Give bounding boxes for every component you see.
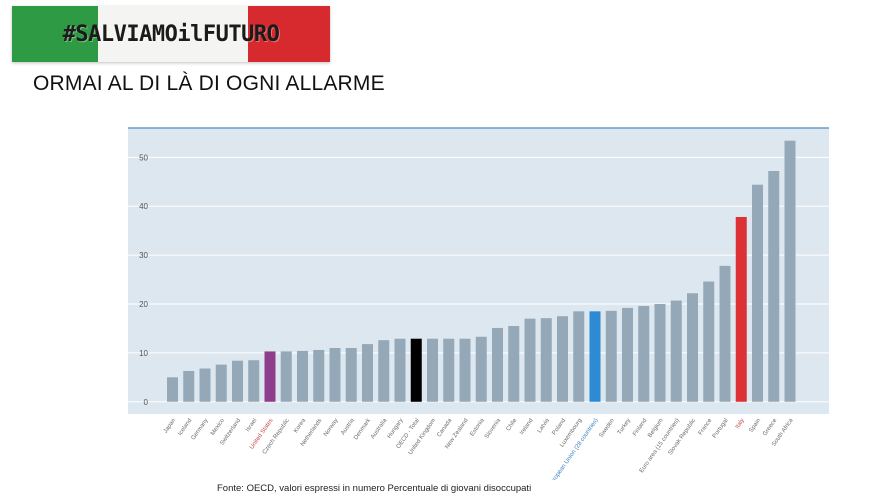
campaign-banner: #SALVIAMOilFUTURO bbox=[12, 6, 330, 62]
x-tick-label: Korea bbox=[293, 417, 307, 434]
bar bbox=[703, 281, 715, 402]
x-tick-label: Norway bbox=[323, 418, 340, 438]
y-tick-label: 50 bbox=[139, 153, 148, 162]
x-tick-label: Latvia bbox=[537, 417, 551, 434]
bar bbox=[622, 307, 633, 402]
x-tick-label: Belgium bbox=[647, 418, 664, 439]
bar bbox=[508, 326, 520, 402]
flag-white-stripe bbox=[98, 6, 248, 62]
bar bbox=[654, 304, 666, 402]
bar bbox=[264, 351, 276, 402]
x-tick-label: Slovenia bbox=[484, 417, 502, 440]
bar bbox=[248, 360, 260, 402]
bar bbox=[768, 171, 780, 402]
bar bbox=[362, 344, 373, 402]
flag-green-stripe bbox=[12, 6, 98, 62]
bar bbox=[443, 338, 455, 402]
bar bbox=[378, 340, 390, 402]
bar bbox=[215, 364, 227, 402]
bar bbox=[589, 311, 601, 402]
y-tick-label: 0 bbox=[144, 398, 149, 407]
bar bbox=[232, 360, 243, 402]
x-tick-label: Spain bbox=[748, 418, 762, 434]
x-tick-label: Iceland bbox=[177, 418, 193, 437]
chart-container: 0 10 20 30 40 50 Japan Iceland Germany Mexico Swit… bbox=[128, 127, 829, 488]
bar bbox=[605, 310, 617, 402]
x-tick-label: Canada bbox=[436, 417, 453, 438]
flag-red-stripe bbox=[248, 6, 330, 62]
bar bbox=[735, 216, 747, 402]
x-tick-label: Finland bbox=[632, 418, 648, 438]
x-tick-label: Germany bbox=[191, 418, 210, 442]
bar bbox=[752, 184, 763, 402]
bar bbox=[524, 318, 536, 402]
x-tick-label: France bbox=[698, 417, 714, 436]
x-tick-label: Austria bbox=[340, 417, 356, 436]
bar bbox=[557, 316, 568, 402]
x-tick-label: Chile bbox=[506, 417, 519, 432]
bar bbox=[345, 348, 357, 402]
x-tick-label: Israel bbox=[245, 418, 258, 433]
bar bbox=[313, 349, 325, 402]
x-tick-label: Estonia bbox=[469, 417, 486, 437]
source-note: Fonte: OECD, valori espressi in numero P… bbox=[217, 483, 532, 494]
bar bbox=[670, 300, 682, 402]
page-title: ORMAI AL DI LÀ DI OGNI ALLARME bbox=[33, 72, 385, 95]
x-tick-label: Portugal bbox=[712, 418, 730, 440]
bar bbox=[687, 293, 698, 402]
bar bbox=[573, 311, 585, 402]
y-tick-label: 10 bbox=[139, 349, 148, 358]
bar bbox=[427, 338, 438, 402]
banner-hashtag: #SALVIAMOilFUTURO bbox=[62, 21, 280, 47]
bar bbox=[638, 305, 650, 402]
bar bbox=[492, 327, 503, 402]
bar bbox=[475, 336, 487, 402]
x-tick-label: Turkey bbox=[617, 418, 632, 436]
bar bbox=[540, 318, 552, 402]
x-tick-label: Poland bbox=[552, 418, 568, 437]
bar bbox=[410, 338, 422, 402]
x-tick-label: Greece bbox=[762, 417, 779, 437]
bar bbox=[297, 350, 308, 402]
bar bbox=[167, 377, 178, 402]
x-tick-label: Mexico bbox=[210, 417, 226, 437]
bar bbox=[394, 338, 406, 402]
y-tick-label: 30 bbox=[139, 251, 148, 260]
x-tick-label: Japan bbox=[163, 418, 177, 435]
bar bbox=[784, 140, 796, 402]
bar bbox=[329, 348, 341, 402]
bar bbox=[199, 368, 211, 402]
x-tick-label: Italy bbox=[735, 418, 746, 430]
x-tick-label: Sweden bbox=[599, 418, 616, 439]
y-tick-label: 20 bbox=[139, 300, 148, 309]
x-tick-label: Ireland bbox=[519, 418, 534, 436]
y-tick-label: 40 bbox=[139, 202, 148, 211]
bar bbox=[280, 351, 292, 402]
bar bbox=[719, 265, 731, 402]
bar bbox=[459, 338, 471, 402]
bar bbox=[183, 370, 195, 402]
